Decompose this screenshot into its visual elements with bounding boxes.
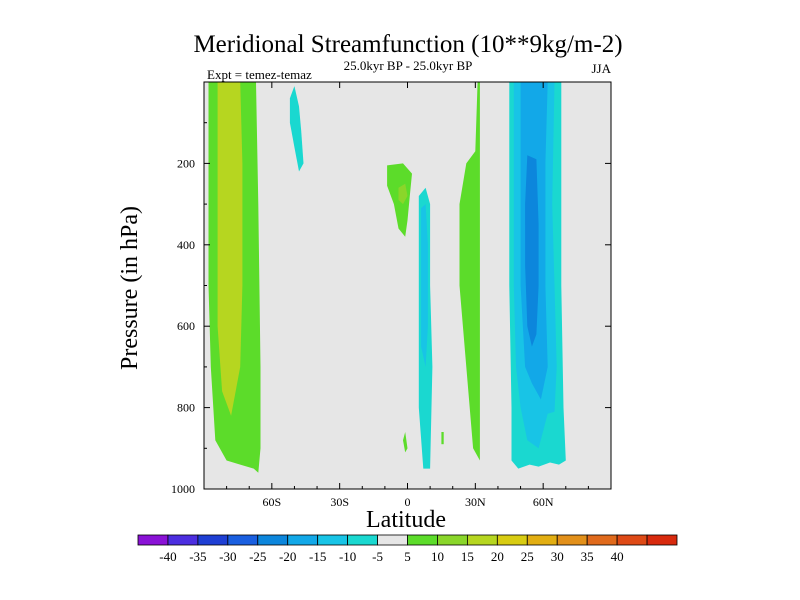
colorbar-label: 10 xyxy=(431,549,444,564)
colorbar-label: 40 xyxy=(611,549,624,564)
colorbar-swatch xyxy=(586,534,618,546)
colorbar-swatch xyxy=(227,534,259,546)
colorbar-label: 5 xyxy=(404,549,411,564)
colorbar-swatch xyxy=(257,534,289,546)
contour-lime-band-sh xyxy=(217,82,243,416)
colorbar-label: -30 xyxy=(219,549,236,564)
season-label: JJA xyxy=(591,61,611,76)
x-tick-label: 30N xyxy=(465,495,486,509)
colorbar-swatch xyxy=(197,534,229,546)
colorbar-label: -20 xyxy=(279,549,296,564)
colorbar-label: -25 xyxy=(249,549,266,564)
chart-title: Meridional Streamfunction (10**9kg/m-2) xyxy=(193,31,622,58)
chart-subtitle: 25.0kyr BP - 25.0kyr BP xyxy=(344,58,473,73)
colorbar-label: 25 xyxy=(521,549,534,564)
colorbar-swatch xyxy=(556,534,588,546)
y-tick-label: 400 xyxy=(177,238,195,252)
y-axis-label: Pressure (in hPa) xyxy=(117,206,143,370)
colorbar-swatch xyxy=(347,534,378,546)
y-tick-label: 800 xyxy=(177,401,195,415)
colorbar-swatch xyxy=(646,534,678,546)
colorbar-swatch xyxy=(377,534,408,546)
plot-area: 60S 30S 0 30N 60N 200 400 600 800 1000 xyxy=(171,81,612,509)
contour-green-band-nh xyxy=(459,82,480,461)
experiment-label: Expt = temez-temaz xyxy=(207,67,312,82)
x-tick-label: 60S xyxy=(262,495,281,509)
colorbar-swatch xyxy=(407,534,438,546)
colorbar-label: -10 xyxy=(339,549,356,564)
y-tick-label: 200 xyxy=(177,156,195,170)
contour-cyan-core-eq xyxy=(421,204,428,367)
colorbar-label: 30 xyxy=(551,549,564,564)
colorbar-swatch xyxy=(317,534,349,546)
colorbar-label: -15 xyxy=(309,549,326,564)
colorbar-label: -35 xyxy=(189,549,206,564)
contour-regions xyxy=(208,82,566,473)
contour-green-small-a xyxy=(403,432,408,453)
colorbar-label: 20 xyxy=(491,549,504,564)
colorbar-swatch xyxy=(496,534,528,546)
colorbar-swatch xyxy=(437,534,468,546)
colorbar-swatch xyxy=(616,534,648,546)
x-axis-label: Latitude xyxy=(366,507,446,533)
x-tick-label: 0 xyxy=(405,495,411,509)
contour-lime-spot-eq xyxy=(398,183,408,205)
colorbar-swatch xyxy=(137,534,169,546)
contour-green-small-b xyxy=(441,432,444,445)
contour-deep-blue-core-nh xyxy=(525,155,539,347)
y-tick-label: 600 xyxy=(177,319,195,333)
colorbar-label: 35 xyxy=(581,549,594,564)
y-tick-label: 1000 xyxy=(171,482,195,496)
x-tick-label: 30S xyxy=(330,495,349,509)
colorbar-swatch xyxy=(167,534,199,546)
colorbar-label: -5 xyxy=(372,549,383,564)
colorbar-swatch xyxy=(466,534,498,546)
contour-teal-strip-upper xyxy=(289,86,304,172)
colorbar-swatch xyxy=(526,534,558,546)
colorbar-label: 15 xyxy=(461,549,474,564)
x-tick-label: 60N xyxy=(533,495,554,509)
colorbar-swatch xyxy=(287,534,319,546)
colorbar-label: -40 xyxy=(159,549,176,564)
colorbar: -40 -35 -30 -25 -20 -15 -10 -5 5 10 15 20 25 30 35 40 xyxy=(137,534,678,564)
